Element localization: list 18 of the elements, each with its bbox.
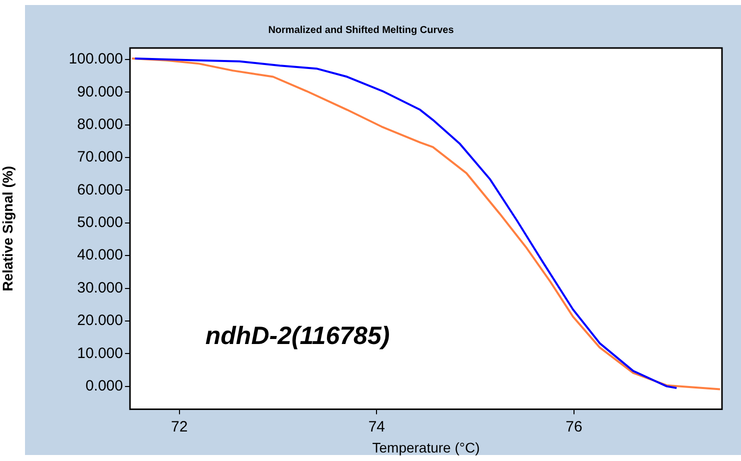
x-axis-title: Temperature (°C)	[372, 439, 480, 456]
y-tick-label: 20.000	[77, 312, 123, 330]
y-tick-label: 80.000	[77, 116, 123, 133]
y-tick-label: 30.000	[77, 279, 123, 296]
chart-title: Normalized and Shifted Melting Curves	[268, 24, 454, 36]
y-tick-label: 50.000	[77, 214, 123, 232]
y-tick-label: 70.000	[77, 148, 123, 166]
x-tick-label: 74	[368, 418, 386, 436]
y-tick-label: 90.000	[77, 83, 123, 100]
y-tick-label: 0.000	[85, 377, 123, 394]
y-tick-label: 60.000	[77, 181, 123, 198]
y-tick-label: 40.000	[77, 246, 123, 264]
x-tick-label: 76	[566, 418, 582, 436]
y-tick-label: 100.000	[68, 50, 123, 68]
x-tick-label: 72	[170, 418, 188, 436]
annotation: ndhD-2(116785)	[205, 322, 390, 350]
y-tick-label: 10.000	[77, 344, 123, 362]
y-axis-title: Relative Signal (%)	[0, 166, 16, 292]
